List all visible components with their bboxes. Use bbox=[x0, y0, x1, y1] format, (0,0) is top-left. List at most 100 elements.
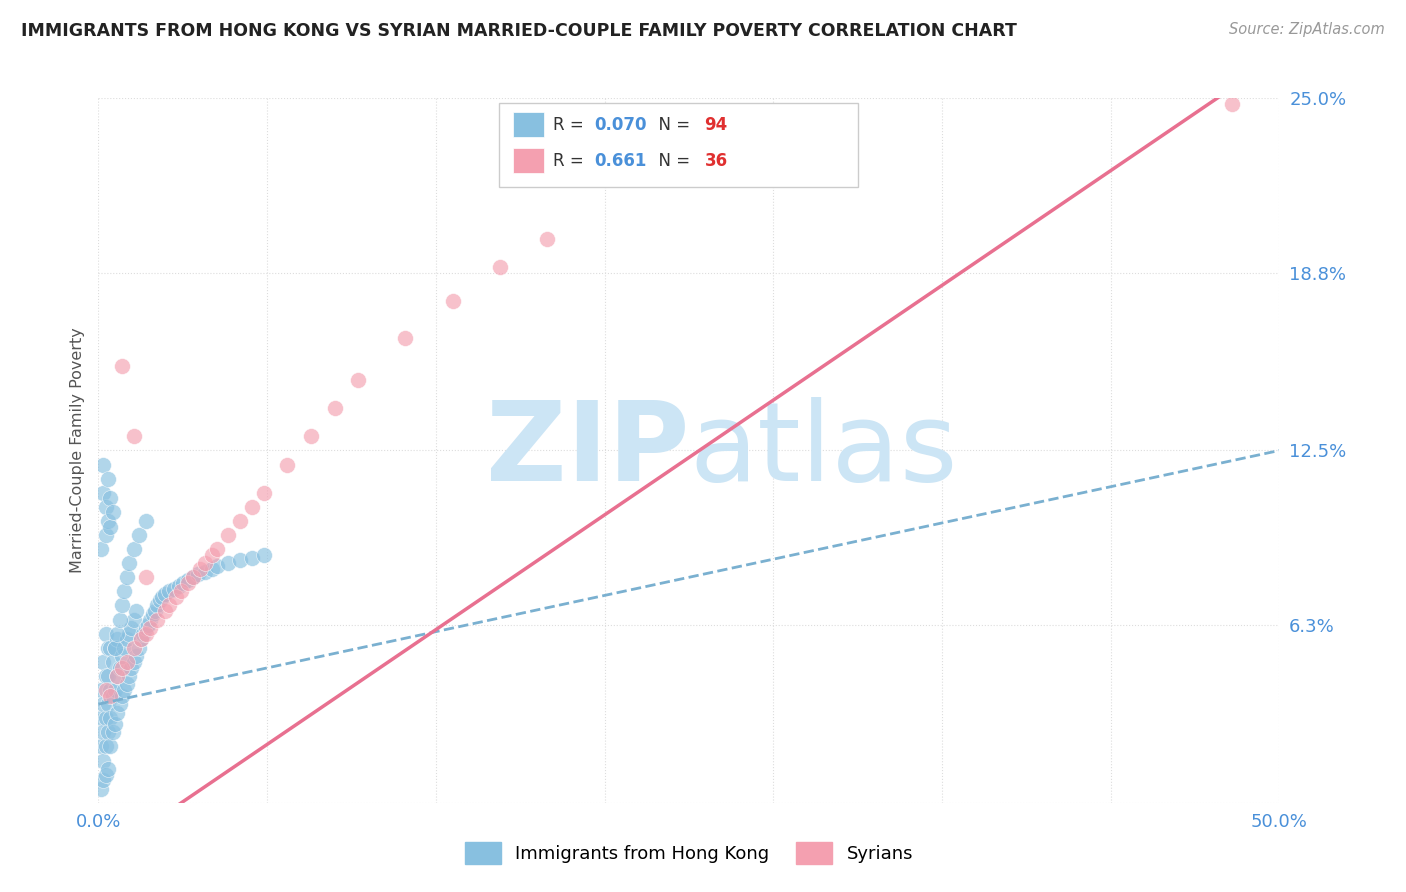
Point bbox=[276, 458, 298, 472]
Point bbox=[111, 689, 134, 703]
Point bbox=[94, 500, 117, 514]
Point bbox=[97, 762, 120, 776]
Y-axis label: Married-Couple Family Poverty: Married-Couple Family Poverty bbox=[69, 327, 84, 574]
Point bbox=[91, 697, 114, 711]
Point bbox=[104, 717, 127, 731]
Point bbox=[94, 683, 117, 698]
Point bbox=[150, 590, 173, 604]
Point bbox=[253, 548, 276, 562]
Point bbox=[163, 582, 186, 596]
Point bbox=[101, 725, 124, 739]
Point bbox=[108, 697, 131, 711]
Point bbox=[177, 576, 200, 591]
Point bbox=[135, 626, 157, 640]
Point bbox=[157, 599, 180, 613]
Point bbox=[181, 570, 204, 584]
Text: 0.661: 0.661 bbox=[595, 152, 647, 169]
Point bbox=[139, 621, 162, 635]
Point bbox=[135, 570, 157, 584]
Point bbox=[101, 506, 124, 520]
Point bbox=[112, 584, 135, 599]
Point bbox=[91, 773, 114, 788]
Point bbox=[122, 613, 145, 627]
Text: R =: R = bbox=[553, 152, 589, 169]
Point bbox=[139, 613, 162, 627]
Point bbox=[253, 485, 276, 500]
Text: Source: ZipAtlas.com: Source: ZipAtlas.com bbox=[1229, 22, 1385, 37]
Point bbox=[90, 781, 112, 796]
Point bbox=[201, 562, 224, 576]
Point bbox=[347, 373, 370, 387]
Point bbox=[441, 294, 464, 309]
Point bbox=[229, 553, 252, 567]
Point bbox=[128, 528, 150, 542]
Point bbox=[489, 260, 512, 275]
Point bbox=[105, 669, 128, 683]
Point bbox=[205, 542, 228, 557]
Point bbox=[98, 711, 121, 725]
Point bbox=[108, 660, 131, 674]
Point bbox=[98, 739, 121, 754]
Point bbox=[97, 697, 120, 711]
Point bbox=[115, 655, 138, 669]
Point bbox=[194, 556, 217, 570]
Text: atlas: atlas bbox=[689, 397, 957, 504]
Text: 94: 94 bbox=[704, 116, 728, 134]
Point bbox=[323, 401, 346, 416]
Text: N =: N = bbox=[648, 152, 696, 169]
Point bbox=[97, 640, 120, 655]
Text: N =: N = bbox=[648, 116, 696, 134]
Point bbox=[111, 599, 134, 613]
Point bbox=[115, 570, 138, 584]
Point bbox=[121, 621, 143, 635]
Point bbox=[194, 565, 217, 579]
Point bbox=[97, 472, 120, 486]
Point bbox=[146, 613, 169, 627]
Point bbox=[94, 711, 117, 725]
Point bbox=[97, 725, 120, 739]
Point bbox=[1220, 96, 1243, 111]
Point bbox=[181, 570, 204, 584]
Point bbox=[165, 590, 187, 604]
Point bbox=[122, 655, 145, 669]
Point bbox=[94, 528, 117, 542]
Point bbox=[125, 649, 148, 664]
Point bbox=[240, 500, 263, 514]
Point bbox=[128, 640, 150, 655]
Point bbox=[111, 649, 134, 664]
Text: R =: R = bbox=[553, 116, 589, 134]
Point bbox=[153, 604, 176, 618]
Point bbox=[146, 599, 169, 613]
Point bbox=[188, 562, 211, 576]
Point bbox=[122, 542, 145, 557]
Point bbox=[135, 514, 157, 528]
Point bbox=[205, 559, 228, 574]
Point bbox=[536, 232, 558, 246]
Point bbox=[91, 655, 114, 669]
Point bbox=[91, 754, 114, 768]
Point bbox=[229, 514, 252, 528]
Point bbox=[167, 579, 190, 593]
Point bbox=[90, 683, 112, 698]
Point bbox=[299, 429, 322, 443]
Legend: Immigrants from Hong Kong, Syrians: Immigrants from Hong Kong, Syrians bbox=[457, 835, 921, 871]
Point bbox=[101, 655, 124, 669]
Point bbox=[153, 587, 176, 601]
Point bbox=[104, 683, 127, 698]
Point bbox=[105, 626, 128, 640]
Point bbox=[98, 491, 121, 506]
Text: 36: 36 bbox=[704, 152, 727, 169]
Point bbox=[129, 632, 152, 647]
Point bbox=[98, 519, 121, 533]
Point bbox=[111, 359, 134, 373]
Point bbox=[105, 669, 128, 683]
Point bbox=[97, 669, 120, 683]
Point bbox=[122, 429, 145, 443]
Point bbox=[94, 767, 117, 781]
Point bbox=[94, 739, 117, 754]
Point bbox=[98, 683, 121, 698]
Point bbox=[201, 548, 224, 562]
Point bbox=[112, 640, 135, 655]
Point bbox=[136, 618, 159, 632]
Point bbox=[90, 542, 112, 557]
